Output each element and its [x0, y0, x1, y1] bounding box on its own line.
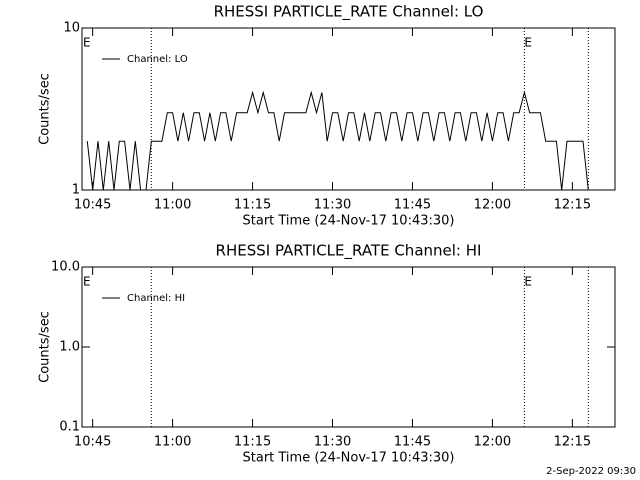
event-annotation: E: [83, 36, 91, 50]
x-tick-label: 12:15: [554, 198, 591, 213]
x-tick-label: 11:30: [314, 435, 351, 450]
x-tick-label: 12:00: [474, 198, 511, 213]
x-axis-label: Start Time (24-Nov-17 10:43:30): [243, 451, 455, 466]
event-annotation: E: [83, 275, 91, 289]
plot-frame: [81, 27, 616, 191]
x-tick-label: 11:15: [234, 198, 271, 213]
x-tick-label: 11:00: [154, 198, 191, 213]
x-tick-label: 10:45: [74, 198, 111, 213]
legend-label: Channel: HI: [127, 293, 185, 304]
x-tick-label: 11:15: [234, 435, 271, 450]
x-axis-label: Start Time (24-Nov-17 10:43:30): [243, 214, 455, 229]
y-tick-label: 0.1: [59, 420, 80, 435]
footer-timestamp: 2-Sep-2022 09:30: [546, 466, 636, 477]
data-line: [86, 90, 594, 191]
legend-label: Channel: LO: [127, 54, 188, 65]
x-tick-label: 11:00: [154, 435, 191, 450]
event-annotation: E: [524, 275, 532, 289]
chart-title: RHESSI PARTICLE_RATE Channel: LO: [214, 3, 484, 22]
x-tick-label: 10:45: [74, 435, 111, 450]
y-tick-label: 10.0: [51, 260, 80, 275]
chart-title: RHESSI PARTICLE_RATE Channel: HI: [216, 242, 482, 261]
x-tick-label: 12:00: [474, 435, 511, 450]
x-tick-label: 11:45: [394, 435, 431, 450]
x-tick-label: 11:30: [314, 198, 351, 213]
y-tick-label: 1: [72, 183, 80, 198]
y-axis-label: Counts/sec: [38, 73, 53, 145]
y-tick-label: 1.0: [59, 340, 80, 355]
x-tick-label: 11:45: [394, 198, 431, 213]
x-tick-label: 12:15: [554, 435, 591, 450]
y-tick-label: 10: [63, 21, 80, 36]
y-axis-label: Counts/sec: [38, 311, 53, 383]
event-annotation: E: [524, 36, 532, 50]
